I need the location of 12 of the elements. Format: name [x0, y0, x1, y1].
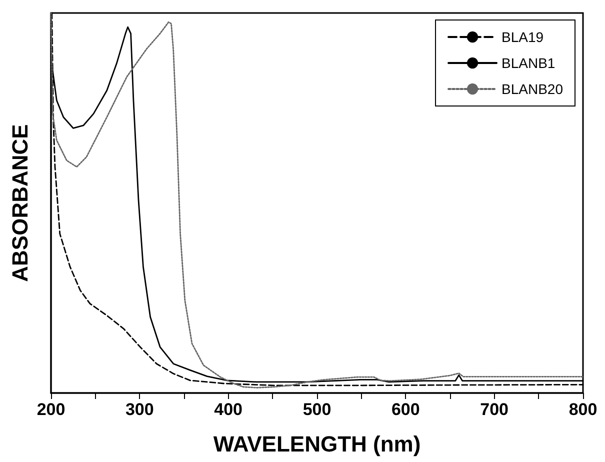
x-tick-label: 600	[391, 400, 420, 419]
x-tick-label: 200	[36, 400, 66, 419]
legend-label: BLANB20	[502, 81, 564, 97]
legend-label: BLANB1	[502, 55, 556, 71]
x-tick-label: 800	[568, 400, 598, 419]
x-tick-label: 300	[125, 400, 154, 419]
x-axis-title: WAVELENGTH (nm)	[213, 432, 421, 456]
y-axis-title: ABSORBANCE	[8, 124, 32, 282]
legend-label: BLA19	[502, 29, 544, 45]
x-tick-label: 700	[480, 400, 509, 419]
x-tick-label: 400	[214, 400, 243, 419]
x-tick-label: 500	[302, 400, 332, 419]
